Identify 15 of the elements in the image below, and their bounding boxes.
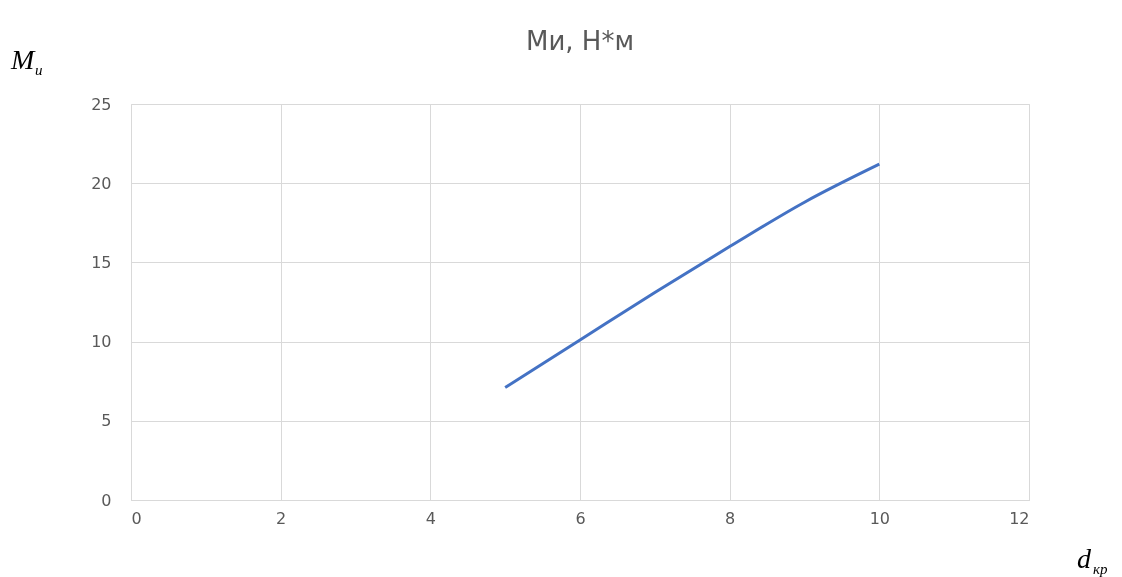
y-tick-label: 0 [101, 490, 112, 510]
y-tick-label: 20 [91, 173, 112, 193]
x-tick-label: 12 [1009, 508, 1030, 528]
x-tick-label: 4 [425, 508, 436, 528]
x-tick-label: 8 [725, 508, 736, 528]
x-tick-label: 0 [131, 508, 142, 528]
x-tick-label: 10 [869, 508, 891, 528]
chart-title: Ми, Н*м [525, 26, 635, 56]
y-tick-label: 10 [91, 332, 112, 352]
y-tick-label: 5 [101, 411, 112, 431]
y-tick-label: 15 [91, 252, 112, 272]
y-tick-label: 25 [91, 94, 112, 114]
line-series [503, 162, 881, 390]
x-tick-label: 2 [276, 508, 287, 528]
x-tick-label: 6 [575, 508, 586, 528]
